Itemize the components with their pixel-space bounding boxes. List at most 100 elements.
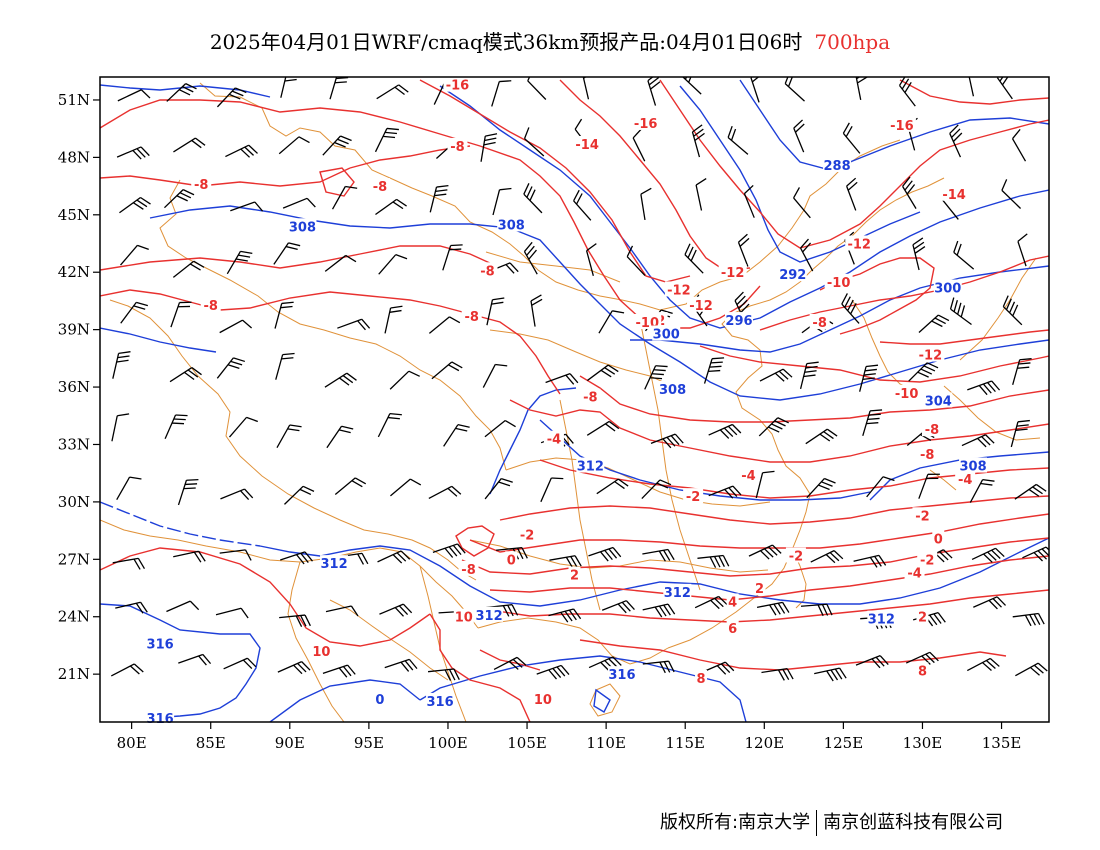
wind-barb (117, 89, 151, 102)
barb-feather (484, 137, 497, 142)
temperature-label-bg (443, 76, 472, 92)
wind-barb (1022, 546, 1049, 562)
barb-feather (483, 141, 496, 146)
wind-barb (429, 184, 449, 213)
lat-label: 48N (58, 148, 90, 166)
wind-barb (280, 551, 313, 565)
barb-feather (949, 297, 955, 310)
barb-feather (772, 544, 782, 554)
barb-feather (841, 293, 848, 305)
height-labels: 308 3082882922963003003083043083123123123… (146, 157, 988, 727)
height-label-bg (320, 555, 349, 571)
barb-feather (727, 425, 738, 436)
wind-barb (277, 661, 311, 675)
barb-feather (297, 662, 307, 673)
barb-feather (804, 370, 817, 373)
wind-barb (853, 554, 887, 568)
wind-barb (536, 664, 570, 680)
wind-barb (486, 297, 505, 326)
wind-barb (691, 124, 705, 158)
wind-barb (480, 133, 498, 162)
wind-barb (814, 667, 847, 682)
temperature-label-bg (904, 564, 925, 580)
temperature-label: -2 (789, 549, 803, 564)
temperature-label-bg (917, 551, 938, 567)
wind-barb (484, 419, 516, 438)
barb-feather (912, 237, 924, 246)
temp-contour (100, 167, 351, 187)
barb-feather (501, 477, 513, 483)
barb-feather (118, 351, 131, 354)
temp-contour-closed (455, 525, 495, 557)
barb-feather (246, 657, 257, 668)
barb-feather (803, 374, 816, 378)
wind-barb (793, 187, 811, 219)
wind-barb (322, 135, 352, 156)
temperature-label: 8 (918, 664, 927, 679)
barb-feather (242, 659, 253, 669)
barb-feather (824, 477, 836, 484)
wind-barb (164, 414, 188, 440)
barb-feather (117, 413, 130, 417)
barb-feather (444, 547, 454, 558)
barb-feather (980, 482, 993, 486)
barb-feather (394, 86, 405, 95)
barb-feather (186, 478, 199, 481)
barb-feather (917, 371, 929, 378)
lon-label: 95E (354, 734, 384, 752)
barb-feather (447, 487, 458, 497)
wind-barb (750, 77, 760, 103)
wind-barb (173, 550, 206, 563)
barb-feather (663, 661, 671, 673)
lon-label: 120E (745, 734, 785, 752)
temperature-label: -4 (741, 469, 755, 484)
border-laos (329, 599, 449, 681)
wind-barb (120, 301, 149, 324)
barb-feather (739, 237, 750, 247)
wind-barb (918, 473, 940, 499)
temperature-label-bg (738, 467, 759, 483)
barb-staff (866, 476, 884, 498)
barb-staff (484, 420, 506, 438)
height-label: 0 (375, 693, 384, 708)
barb-staff (120, 244, 138, 266)
barb-feather (842, 122, 850, 134)
barb-staff (524, 138, 545, 157)
wind-barb (644, 365, 668, 390)
coastline-korea (851, 299, 913, 391)
barb-feather (949, 124, 959, 134)
barb-feather (244, 488, 254, 499)
barb-feather (569, 373, 579, 384)
barb-feather (1033, 552, 1043, 562)
height-label-bg (663, 583, 692, 599)
temp-contour-closed (319, 167, 355, 197)
temperature-label: -16 (634, 117, 658, 132)
temperature-label: 2 (918, 611, 927, 626)
barb-feather (738, 299, 748, 310)
wind-barb (169, 367, 202, 383)
temp-contour (499, 495, 1049, 525)
barb-feather (345, 254, 357, 263)
temp-contour (489, 555, 1049, 601)
barb-feather (453, 668, 460, 680)
barb-staff (324, 254, 347, 272)
barb-feather (287, 428, 300, 432)
wind-barb (949, 124, 963, 158)
barb-feather (818, 484, 830, 491)
wind-barb (273, 242, 301, 265)
barb-feather (1002, 295, 1009, 307)
barb-feather (230, 360, 243, 366)
wind-barb (1001, 179, 1022, 209)
barb-feather (526, 245, 535, 256)
barb-feather (564, 610, 573, 622)
height-label: 316 (147, 712, 174, 727)
temperature-label-bg (912, 507, 933, 523)
barb-feather (450, 244, 463, 247)
barb-feather (254, 201, 264, 212)
barb-feather (951, 128, 961, 138)
temperature-label-bg (543, 430, 564, 446)
temperature-label-bg (447, 137, 468, 153)
border-himalaya (109, 299, 477, 581)
temperature-label-bg (932, 530, 945, 546)
barb-staff (390, 478, 411, 497)
